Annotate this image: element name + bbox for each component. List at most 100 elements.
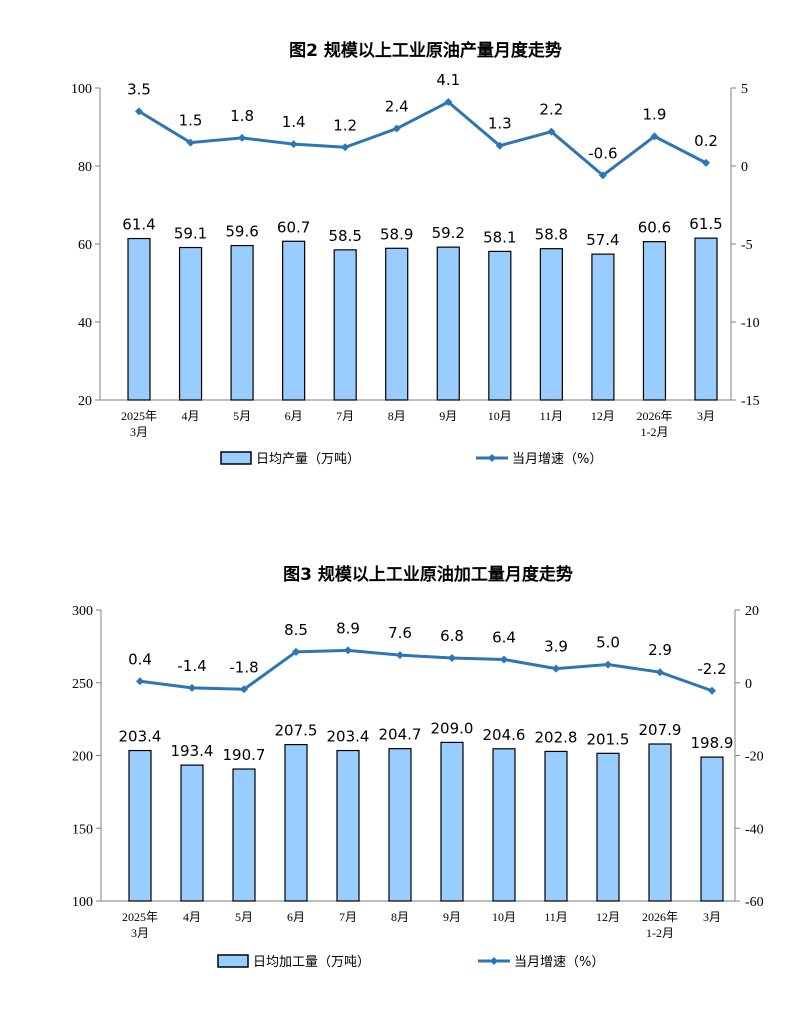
line-marker xyxy=(448,654,456,663)
line-data-label: 1.2 xyxy=(333,116,357,134)
y-left-tick-label: 20 xyxy=(78,394,92,409)
bar xyxy=(180,764,204,902)
y-left-tick-label: 150 xyxy=(72,822,93,837)
line-marker xyxy=(500,655,508,664)
bar-data-label: 61.5 xyxy=(689,215,722,233)
line-data-label: 1.4 xyxy=(282,113,306,131)
y-right-tick-label: 5 xyxy=(741,82,748,97)
x-tick-label: 6月 xyxy=(287,910,305,924)
line-data-label: 5.0 xyxy=(596,634,620,652)
x-tick-label: 2025年 3月 xyxy=(121,409,157,439)
bar xyxy=(127,237,151,401)
bar xyxy=(648,743,672,902)
line-marker xyxy=(341,143,350,152)
bar-data-label: 202.8 xyxy=(535,728,578,746)
bar-data-label: 60.7 xyxy=(277,218,310,236)
bar-data-label: 190.7 xyxy=(223,746,266,764)
bar xyxy=(128,749,152,902)
bar xyxy=(178,246,203,401)
x-tick-label: 9月 xyxy=(443,910,461,924)
legend-bar-swatch xyxy=(220,451,252,465)
line-marker xyxy=(135,107,143,116)
legend-bar-label: 日均加工量（万吨） xyxy=(253,955,370,970)
line-data-label: 2.9 xyxy=(648,641,672,659)
chart-title: 图3 规模以上工业原油加工量月度走势 xyxy=(283,564,573,585)
x-tick-label: 8月 xyxy=(391,910,409,924)
bar-data-label: 204.6 xyxy=(483,726,526,744)
line-marker xyxy=(289,140,298,149)
x-tick-label: 3月 xyxy=(697,409,715,423)
line-marker xyxy=(495,141,504,150)
bar-data-label: 204.7 xyxy=(379,726,422,744)
y-right-tick-label: -60 xyxy=(745,895,764,910)
line-marker xyxy=(188,683,196,692)
line-data-label: 1.5 xyxy=(179,112,203,130)
line-data-label: 2.4 xyxy=(385,98,409,116)
line-marker xyxy=(240,685,248,694)
line-marker xyxy=(708,686,716,695)
bar-data-label: 58.8 xyxy=(535,226,568,244)
line-marker xyxy=(656,668,664,677)
x-tick-label: 5月 xyxy=(233,409,251,423)
y-right-tick-label: -10 xyxy=(741,316,760,331)
bar-data-label: 59.2 xyxy=(432,224,465,242)
x-tick-label: 9月 xyxy=(439,409,457,423)
line-marker xyxy=(136,677,144,686)
line-data-label: 8.9 xyxy=(336,619,360,637)
line-marker xyxy=(392,124,401,133)
bar-data-label: 57.4 xyxy=(586,231,619,249)
bar-data-label: 207.9 xyxy=(639,721,682,739)
x-tick-label: 2025年 3月 xyxy=(122,910,158,940)
line-data-label: -1.8 xyxy=(229,658,258,676)
line-marker xyxy=(396,651,404,660)
legend-line-marker xyxy=(490,957,498,965)
line-data-label: 8.5 xyxy=(284,621,308,639)
bar xyxy=(700,756,724,902)
line-marker xyxy=(547,127,556,136)
x-tick-label: 12月 xyxy=(596,910,620,924)
y-left-tick-label: 80 xyxy=(78,160,92,175)
x-tick-label: 11月 xyxy=(544,910,568,924)
bar xyxy=(436,246,460,401)
line-marker xyxy=(344,646,352,655)
x-tick-label: 10月 xyxy=(488,409,512,423)
bar-data-label: 193.4 xyxy=(171,742,214,760)
y-right-tick-label: 0 xyxy=(745,677,752,692)
bar xyxy=(488,250,512,401)
x-tick-label: 11月 xyxy=(540,409,564,423)
y-right-tick-label: -5 xyxy=(741,238,753,253)
line-data-label: 0.4 xyxy=(128,650,152,668)
line-data-label: 6.8 xyxy=(440,627,464,645)
line-data-label: 3.9 xyxy=(544,638,568,656)
line-data-label: 1.8 xyxy=(230,107,254,125)
y-right-tick-label: -15 xyxy=(741,394,760,409)
growth-line xyxy=(138,100,707,178)
bar xyxy=(230,244,254,401)
bar xyxy=(544,750,568,902)
line-data-label: 7.6 xyxy=(388,624,412,642)
chart-title: 图2 规模以上工业原油产量月度走势 xyxy=(289,40,562,61)
bar-data-label: 203.4 xyxy=(119,728,162,746)
line-data-label: 0.2 xyxy=(694,132,718,150)
x-tick-label: 2026年 1-2月 xyxy=(642,910,678,940)
line-marker xyxy=(238,133,247,142)
bar xyxy=(596,752,620,902)
legend-line-label: 当月增速（%） xyxy=(512,452,602,467)
line-data-label: 3.5 xyxy=(127,80,151,98)
bar xyxy=(284,743,308,902)
legend-bar-label: 日均产量（万吨） xyxy=(256,452,360,467)
chart-1: 图2 规模以上工业原油产量月度走势 20 40 60 80 100 -15 -10 -5 0 5 61… xyxy=(71,40,760,467)
bar-data-label: 58.5 xyxy=(328,227,361,245)
line-marker xyxy=(292,647,300,656)
y-left-tick-label: 300 xyxy=(72,604,93,619)
line-marker xyxy=(186,138,195,147)
line-data-label: -0.6 xyxy=(588,144,617,162)
line-marker xyxy=(650,132,659,141)
bar-data-label: 207.5 xyxy=(275,722,318,740)
line-marker xyxy=(604,660,612,669)
y-left-tick-label: 200 xyxy=(72,750,93,765)
bar-data-label: 209.0 xyxy=(431,719,474,737)
bar-data-label: 201.5 xyxy=(587,730,630,748)
x-tick-label: 7月 xyxy=(336,409,354,423)
